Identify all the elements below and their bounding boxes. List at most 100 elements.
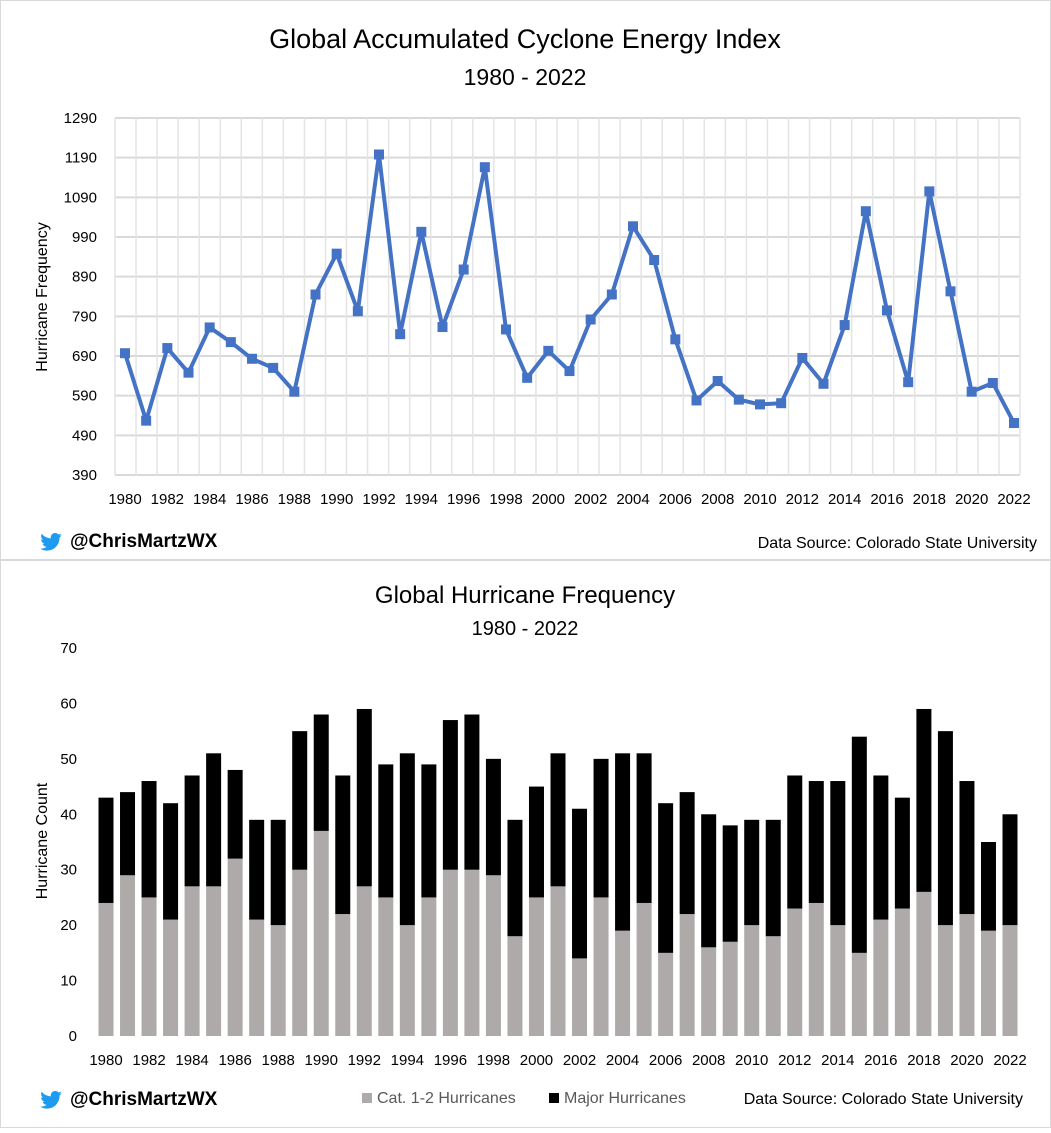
- bar-cat12-1993: [378, 897, 394, 1036]
- ace-xtick-2006: 2006: [659, 491, 692, 508]
- bar-cat12-1987: [249, 919, 265, 1036]
- bar-major-1986: [227, 769, 243, 859]
- ace-point-2001: [564, 366, 575, 377]
- ace-xtick-1984: 1984: [193, 491, 226, 508]
- bar-cat12-2003: [593, 897, 609, 1036]
- ace-point-2012: [797, 352, 808, 363]
- bar-cat12-1994: [399, 925, 415, 1036]
- ace-ytick-890: 890: [72, 269, 97, 286]
- bar-major-2015: [851, 736, 867, 953]
- ace-xtick-1998: 1998: [489, 491, 522, 508]
- ace-xtick-1992: 1992: [362, 491, 395, 508]
- ace-point-2013: [818, 378, 829, 389]
- ace-point-2002: [585, 314, 596, 325]
- bar-major-1995: [421, 764, 437, 898]
- bar-cat12-2011: [765, 936, 781, 1036]
- ace-ytick-690: 690: [72, 348, 97, 365]
- bar-major-2016: [873, 775, 889, 920]
- ace-xtick-2020: 2020: [955, 491, 988, 508]
- freq-xtick-1982: 1982: [132, 1052, 165, 1069]
- ace-xtick-2018: 2018: [913, 491, 946, 508]
- ace-point-1980: [120, 348, 130, 359]
- ace-chart-panel: Global Accumulated Cyclone Energy Index …: [0, 0, 1051, 560]
- bar-major-2022: [1002, 814, 1018, 926]
- freq-xtick-1984: 1984: [175, 1052, 208, 1069]
- ace-data-source: Data Source: Colorado State University: [757, 535, 1037, 552]
- freq-xtick-1988: 1988: [262, 1052, 295, 1069]
- freq-xtick-2002: 2002: [563, 1052, 596, 1069]
- bar-cat12-2017: [894, 908, 910, 1036]
- bar-major-2001: [550, 753, 566, 887]
- ace-point-2010: [755, 399, 765, 410]
- freq-data-source: Data Source: Colorado State University: [743, 1091, 1023, 1108]
- ace-xtick-1980: 1980: [108, 491, 141, 508]
- bar-cat12-1982: [141, 897, 157, 1036]
- freq-xtick-2006: 2006: [649, 1052, 682, 1069]
- bar-major-1983: [163, 803, 179, 920]
- bar-cat12-1992: [356, 886, 372, 1036]
- freq-xtick-1990: 1990: [305, 1052, 338, 1069]
- bar-cat12-1980: [98, 902, 114, 1036]
- bar-major-2006: [658, 803, 674, 953]
- bar-cat12-2001: [550, 886, 566, 1036]
- freq-xtick-1998: 1998: [477, 1052, 510, 1069]
- ace-line-chart: Global Accumulated Cyclone Energy Index …: [34, 24, 1031, 508]
- ace-chart-subtitle: 1980 - 2022: [464, 64, 587, 90]
- twitter-bird-icon: [40, 1091, 62, 1109]
- bar-major-2019: [937, 731, 953, 926]
- bar-major-1996: [442, 720, 458, 870]
- ace-point-1989: [310, 289, 321, 300]
- bar-cat12-1997: [464, 869, 480, 1036]
- freq-xtick-2012: 2012: [778, 1052, 811, 1069]
- freq-xtick-2016: 2016: [864, 1052, 897, 1069]
- ace-point-2000: [543, 345, 554, 356]
- freq-xtick-2020: 2020: [950, 1052, 983, 1069]
- freq-bars: [98, 708, 1018, 1036]
- frequency-chart-panel: Global Hurricane Frequency 1980 - 2022 H…: [0, 561, 1051, 1128]
- bar-major-2017: [894, 797, 910, 909]
- bar-major-1998: [485, 758, 501, 876]
- panel-divider: [0, 559, 1051, 561]
- ace-point-1982: [162, 343, 173, 354]
- ace-series-line: [123, 152, 1016, 424]
- bar-major-2000: [528, 786, 544, 898]
- ace-point-2011: [776, 398, 787, 409]
- freq-chart-title: Global Hurricane Frequency: [375, 582, 675, 609]
- freq-xtick-2014: 2014: [821, 1052, 854, 1069]
- ace-xtick-2000: 2000: [532, 491, 565, 508]
- bar-major-2013: [808, 781, 824, 903]
- freq-y-axis-label: Hurricane Count: [34, 782, 51, 899]
- ace-point-2005: [649, 255, 660, 266]
- freq-xtick-2022: 2022: [993, 1052, 1026, 1069]
- ace-xtick-2016: 2016: [870, 491, 903, 508]
- frequency-bar-chart: Global Hurricane Frequency 1980 - 2022 H…: [34, 582, 1027, 1107]
- ace-xtick-2022: 2022: [997, 491, 1030, 508]
- bar-cat12-1991: [335, 914, 351, 1036]
- legend-label-major: Major Hurricanes: [564, 1090, 686, 1107]
- bar-major-1980: [98, 797, 114, 903]
- bar-cat12-2021: [980, 930, 996, 1036]
- bar-major-1981: [120, 792, 136, 876]
- bar-major-1999: [507, 819, 523, 937]
- bar-cat12-1984: [184, 886, 200, 1036]
- ace-point-1991: [352, 306, 363, 317]
- freq-ytick-70: 70: [60, 640, 77, 657]
- bar-major-2008: [701, 814, 717, 948]
- bar-major-2007: [679, 792, 695, 915]
- bar-cat12-2000: [528, 897, 544, 1036]
- bar-major-1988: [270, 819, 286, 926]
- freq-twitter-handle[interactable]: @ChrisMartzWX: [40, 1089, 217, 1111]
- bar-major-2002: [572, 808, 588, 959]
- ace-point-2008: [712, 375, 723, 386]
- ace-point-1984: [204, 322, 215, 333]
- ace-xtick-2012: 2012: [786, 491, 819, 508]
- freq-ytick-0: 0: [69, 1028, 77, 1045]
- ace-point-1997: [479, 162, 490, 173]
- freq-xtick-1996: 1996: [434, 1052, 467, 1069]
- bar-cat12-1986: [227, 858, 243, 1036]
- ace-xtick-2002: 2002: [574, 491, 607, 508]
- ace-xtick-2010: 2010: [743, 491, 776, 508]
- ace-point-1995: [437, 322, 448, 333]
- ace-twitter-handle[interactable]: @ChrisMartzWX: [40, 531, 217, 553]
- ace-point-1992: [374, 149, 384, 160]
